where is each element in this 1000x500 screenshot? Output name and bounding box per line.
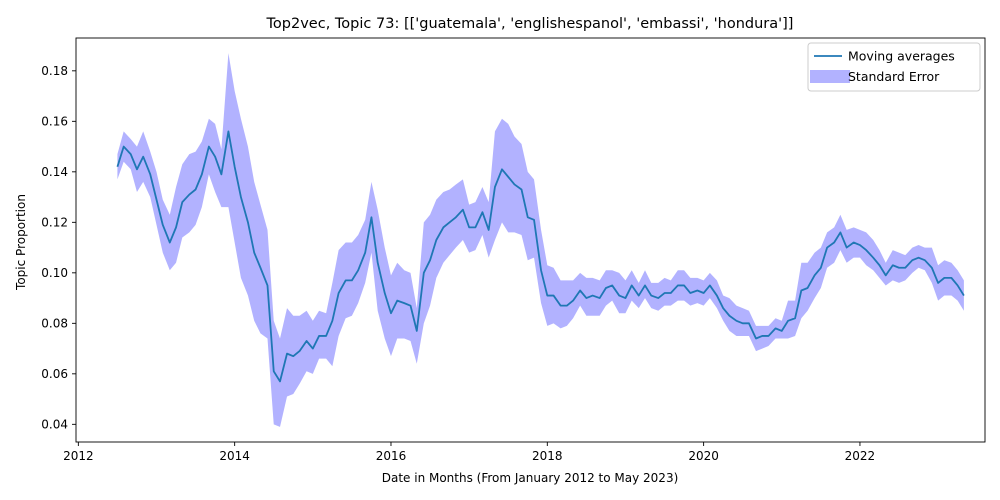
x-axis-label: Date in Months (From January 2012 to May… (382, 471, 679, 485)
y-tick-label: 0.08 (41, 316, 68, 330)
legend-box (807, 42, 981, 92)
y-tick-label: 0.14 (41, 165, 68, 179)
y-axis-label: Topic Proportion (14, 194, 28, 291)
moving-averages-line (116, 130, 965, 383)
y-tick-label: 0.06 (41, 367, 68, 381)
legend-label-moving-averages: Moving averages (848, 49, 955, 64)
plot-area (75, 37, 986, 443)
y-tick-label: 0.12 (41, 215, 68, 229)
y-tick-label: 0.18 (41, 64, 68, 78)
y-tick-label: 0.04 (41, 417, 68, 431)
x-tick-label: 2022 (845, 449, 876, 463)
legend-swatch-standard-error (810, 70, 850, 83)
y-axis: 0.04 0.06 0.08 0.10 0.12 0.14 0.16 0.18 (41, 64, 76, 431)
legend: Moving averages Standard Error (807, 42, 981, 92)
x-tick-label: 2020 (688, 449, 719, 463)
chart-title: Top2vec, Topic 73: [['guatemala', 'engli… (266, 16, 794, 32)
y-tick-label: 0.16 (41, 114, 68, 128)
x-tick-label: 2018 (532, 449, 563, 463)
x-tick-label: 2016 (376, 449, 407, 463)
x-tick-label: 2014 (219, 449, 250, 463)
plot-frame (75, 37, 986, 443)
standard-error-band (117, 53, 964, 427)
y-tick-label: 0.10 (41, 266, 68, 280)
x-axis: 2012 2014 2016 2018 2020 2022 (63, 442, 875, 463)
x-tick-label: 2012 (63, 449, 94, 463)
legend-label-standard-error: Standard Error (848, 69, 940, 84)
